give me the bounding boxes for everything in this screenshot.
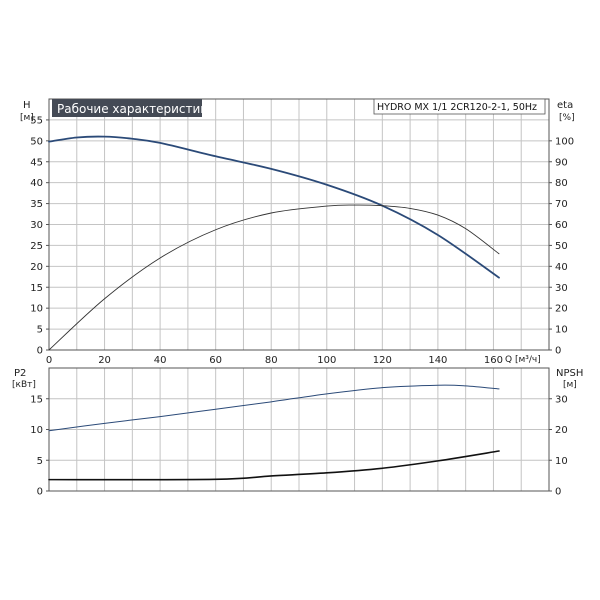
top-right-tick-label: 90: [555, 157, 568, 168]
bottom-left-tick-label: 15: [30, 394, 43, 405]
top-right-tick-label: 50: [555, 241, 568, 252]
top-right-tick-label: 0: [555, 346, 561, 357]
top-tick-labels: 0 5 10 15 20 25 30 35 40 45 50 55 0 10 20 30 40 50 60 70 80 9…: [30, 115, 574, 366]
eta-axis-label: eta: [557, 100, 573, 111]
q-tick-label: 120: [373, 355, 392, 366]
eta-axis-unit: [%]: [559, 113, 575, 123]
top-left-tick-label: 55: [30, 115, 43, 126]
top-left-tick-label: 50: [30, 136, 43, 147]
top-right-tick-label: 30: [555, 283, 568, 294]
top-right-tick-label: 70: [555, 199, 568, 210]
top-right-tick-label: 80: [555, 178, 568, 189]
q-tick-label: 100: [317, 355, 336, 366]
top-left-tick-label: 0: [37, 346, 43, 357]
bottom-left-tick-label: 0: [37, 487, 43, 498]
top-left-tick-label: 35: [30, 199, 43, 210]
top-series-h-line: [48, 135, 500, 279]
h-axis-label: H: [23, 100, 31, 111]
chart-title: Рабочие характеристики: [57, 102, 215, 116]
top-right-tick-label: 40: [555, 262, 568, 273]
chart-title-background: [52, 99, 202, 117]
top-right-tick-label: 20: [555, 304, 568, 315]
npsh-axis-label: NPSH: [556, 368, 583, 379]
bottom-series-npsh-line: [48, 450, 500, 481]
p2-axis-unit: [кВт]: [12, 380, 36, 390]
q-axis-label: Q [м³/ч]: [505, 355, 541, 365]
top-right-tick-label: 10: [555, 325, 568, 336]
top-panel: 0 5 10 15 20 25 30 35 40 45 50 55 0 10 20 30 40 50 60 70 80 9…: [20, 98, 575, 366]
bottom-tick-labels: 0 5 10 15 0 10 20 30: [30, 394, 567, 497]
bottom-right-tick-label: 30: [555, 394, 568, 405]
npsh-axis-unit: [м]: [563, 380, 577, 390]
top-left-tick-label: 5: [37, 325, 43, 336]
top-left-tick-label: 20: [30, 262, 43, 273]
bottom-left-tick-label: 5: [37, 456, 43, 467]
bottom-left-tick-label: 10: [30, 425, 43, 436]
q-tick-label: 0: [46, 355, 52, 366]
top-series-eta-line: [48, 204, 500, 351]
bottom-right-tick-label: 10: [555, 456, 568, 467]
top-left-tick-label: 10: [30, 304, 43, 315]
top-left-tick-label: 25: [30, 241, 43, 252]
q-tick-label: 140: [428, 355, 447, 366]
top-left-tick-label: 30: [30, 220, 43, 231]
q-tick-label: 20: [98, 355, 111, 366]
model-label: HYDRO MX 1/1 2CR120-2-1, 50Hz: [377, 102, 537, 113]
q-tick-label: 160: [484, 355, 503, 366]
bottom-right-tick-label: 20: [555, 425, 568, 436]
top-series: [48, 135, 500, 351]
bottom-series-p2-line: [48, 384, 500, 432]
h-axis-unit: [м]: [20, 113, 34, 123]
bottom-panel: 0 5 10 15 0 10 20 30 P2 [кВт] NPSH [м]: [12, 367, 583, 498]
model-label-box: [373, 98, 546, 115]
top-left-tick-label: 45: [30, 157, 43, 168]
top-left-tick-label: 40: [30, 178, 43, 189]
top-right-tick-label: 100: [555, 136, 574, 147]
q-tick-label: 40: [154, 355, 167, 366]
bottom-right-tick-label: 0: [555, 487, 561, 498]
q-tick-label: 80: [265, 355, 278, 366]
p2-axis-label: P2: [14, 368, 26, 379]
q-tick-label: 60: [209, 355, 222, 366]
top-right-tick-label: 60: [555, 220, 568, 231]
bottom-series: [48, 384, 500, 481]
top-left-tick-label: 15: [30, 283, 43, 294]
top-grid: [49, 99, 549, 350]
